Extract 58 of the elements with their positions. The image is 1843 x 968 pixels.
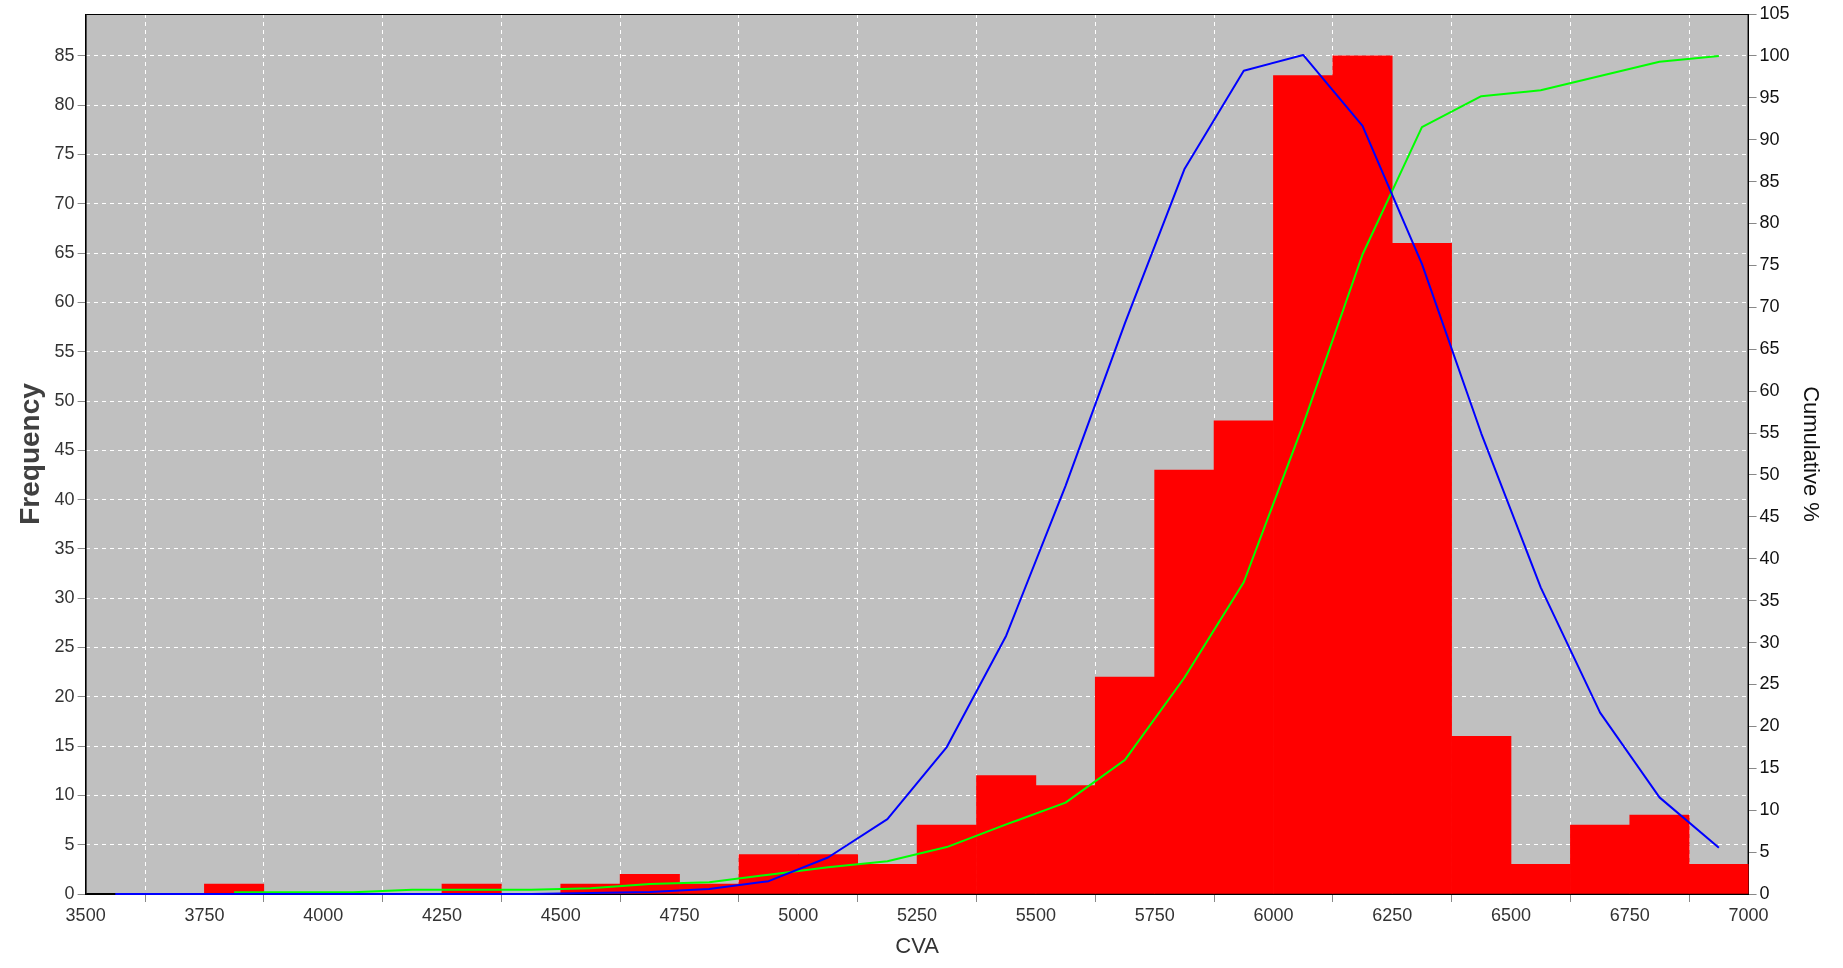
y2-tick-label: 35 xyxy=(1759,589,1780,610)
y-tick-label: 25 xyxy=(54,636,75,657)
y2-tick-label: 85 xyxy=(1759,170,1780,191)
y-tick-label: 75 xyxy=(54,143,75,164)
y-tick-label: 80 xyxy=(54,94,75,115)
x-tick-label: 4500 xyxy=(540,904,581,925)
y2-tick-label: 60 xyxy=(1759,380,1780,401)
x-tick-label: 6500 xyxy=(1490,904,1532,925)
y2-tick-label: 0 xyxy=(1759,882,1770,903)
y2-tick-label: 105 xyxy=(1759,2,1790,23)
x-tick-label: 5250 xyxy=(897,904,938,925)
y-tick-label: 65 xyxy=(54,242,75,263)
x-tick-label: 6250 xyxy=(1372,904,1413,925)
y2-tick-label: 10 xyxy=(1759,799,1780,820)
y-tick-label: 5 xyxy=(64,833,75,854)
y-tick-label: 0 xyxy=(64,882,75,903)
y-tick-label: 35 xyxy=(54,537,75,558)
y2-tick-label: 30 xyxy=(1759,631,1780,652)
y2-tick-label: 90 xyxy=(1759,128,1780,149)
y-tick-label: 55 xyxy=(54,340,75,361)
x-tick-label: 3750 xyxy=(184,904,225,925)
y-tick-label: 50 xyxy=(54,389,75,410)
y2-tick-label: 5 xyxy=(1759,841,1770,862)
y-tick-label: 15 xyxy=(54,735,75,756)
y2-tick-label: 95 xyxy=(1759,86,1780,107)
y2-tick-label: 50 xyxy=(1759,463,1780,484)
y-tick-label: 45 xyxy=(54,439,75,460)
x-tick-label: 6750 xyxy=(1609,904,1650,925)
y2-tick-label: 70 xyxy=(1759,296,1780,317)
x-tick-label: 3500 xyxy=(65,904,106,925)
y2-tick-label: 45 xyxy=(1759,505,1780,526)
y2-tick-label: 55 xyxy=(1759,422,1780,443)
y2-tick-label: 20 xyxy=(1759,715,1780,736)
y-tick-label: 70 xyxy=(54,192,75,213)
x-axis-title: CVA xyxy=(895,932,940,958)
y-tick-label: 40 xyxy=(54,488,75,509)
x-tick-label: 7000 xyxy=(1728,904,1769,925)
y2-tick-label: 100 xyxy=(1759,44,1790,65)
y-tick-label: 20 xyxy=(54,685,75,706)
x-tick-label: 5750 xyxy=(1134,904,1175,925)
y-axis-title: Frequency xyxy=(13,382,45,525)
y2-tick-label: 25 xyxy=(1759,673,1780,694)
x-tick-label: 4750 xyxy=(659,904,700,925)
x-tick-label: 6000 xyxy=(1253,904,1294,925)
y2-tick-label: 40 xyxy=(1759,547,1780,568)
y2-tick-label: 80 xyxy=(1759,212,1780,233)
y2-tick-label: 75 xyxy=(1759,254,1780,275)
x-tick-label: 5500 xyxy=(1015,904,1056,925)
y-tick-label: 60 xyxy=(54,291,75,312)
y-tick-label: 10 xyxy=(54,784,75,805)
x-tick-label: 4000 xyxy=(303,904,344,925)
y2-tick-label: 65 xyxy=(1759,338,1780,359)
x-tick-label: 4250 xyxy=(421,904,462,925)
y2-tick-label: 15 xyxy=(1759,757,1780,778)
y-tick-label: 30 xyxy=(54,587,75,608)
y2-axis-title: Cumulative % xyxy=(1798,386,1824,522)
y-tick-label: 85 xyxy=(54,44,75,65)
x-tick-label: 5000 xyxy=(778,904,819,925)
